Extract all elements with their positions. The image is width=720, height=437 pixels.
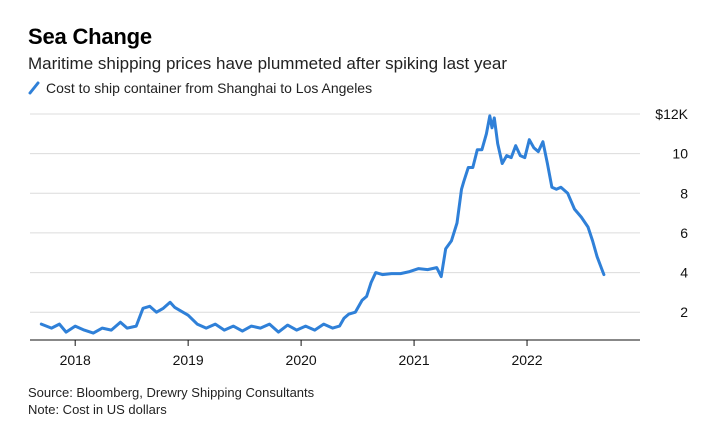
y-axis-labels: 2 4 6 8 10 $12K [655,106,688,320]
x-tick-label: 2022 [511,352,542,368]
y-tick-label: 10 [672,146,688,162]
note-text: Note: Cost in US dollars [28,402,167,417]
y-tick-label: 4 [680,265,688,281]
y-tick-label: 2 [680,304,688,320]
chart-subtitle: Maritime shipping prices have plummeted … [28,54,508,73]
x-axis [30,339,640,346]
chart-title: Sea Change [28,24,152,49]
x-tick-label: 2021 [398,352,429,368]
series-layer [39,114,606,335]
source-notes: Source: Bloomberg, Drewry Shipping Consu… [28,384,314,418]
y-tick-label: $12K [655,106,688,122]
x-axis-labels: 2018 2019 2020 2021 2022 [60,352,543,368]
series-line [39,114,606,335]
legend-swatch-icon [28,81,40,95]
source-text: Source: Bloomberg, Drewry Shipping Consu… [28,385,315,400]
x-tick-label: 2019 [173,352,204,368]
legend-label: Cost to ship container from Shanghai to … [46,80,373,96]
gridlines [30,113,640,313]
legend: Cost to ship container from Shanghai to … [28,80,372,96]
x-tick-label: 2020 [286,352,317,368]
y-tick-label: 6 [680,225,688,241]
y-tick-label: 8 [680,185,688,201]
x-tick-label: 2018 [60,352,91,368]
